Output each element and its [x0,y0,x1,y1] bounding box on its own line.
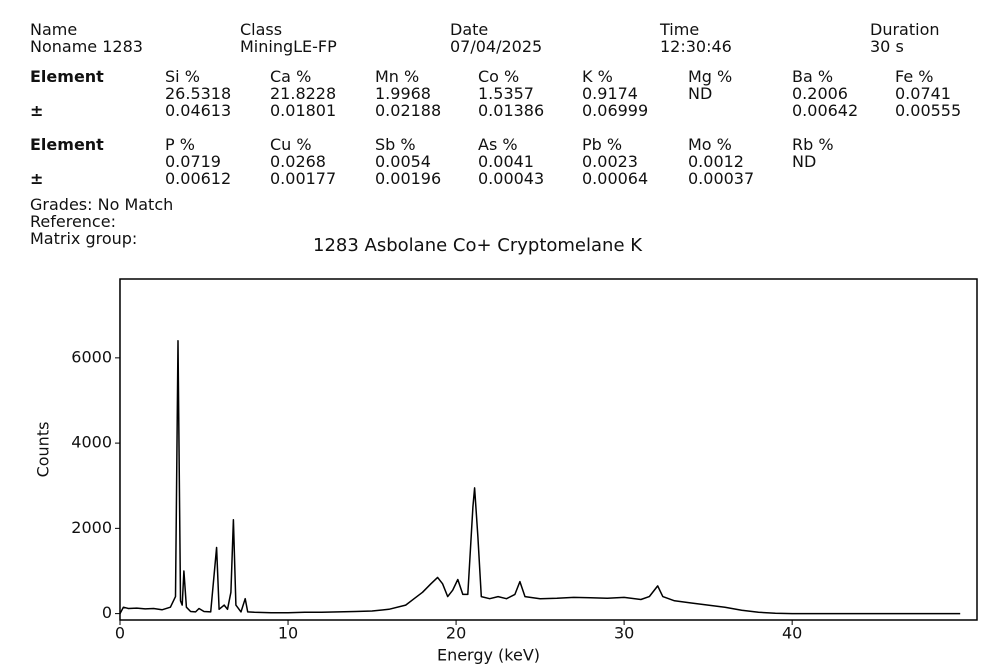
table-label: Element [30,135,104,154]
x-tick-label: 20 [446,624,466,643]
element-value: 0.0054 [375,152,431,171]
element-value: 0.0741 [895,84,951,103]
reference: Reference: [30,212,116,231]
element-value: 0.0719 [165,152,221,171]
field-label: Class [240,20,283,39]
field-label: Time [660,20,700,39]
y-tick-label: 4000 [71,433,112,452]
element-name: Ca % [270,67,312,86]
element-name: Rb % [792,135,834,154]
plot-frame [119,278,978,621]
x-tick-label: 30 [614,624,634,643]
field-label: Name [30,20,78,39]
element-value: 0.2006 [792,84,848,103]
x-axis-label: Energy (keV) [437,646,540,665]
element-value: 1.9968 [375,84,431,103]
matrix-label: Matrix group: [30,229,138,248]
element-error: 0.00043 [478,169,545,188]
element-value: 26.5318 [165,84,232,103]
element-error: 0.02188 [375,101,442,120]
y-axis-label: Counts [34,422,53,478]
error-label: ± [30,101,44,120]
field-label: Date [450,20,489,39]
element-value: 21.8228 [270,84,337,103]
table-label: Element [30,67,104,86]
element-value: ND [688,84,713,103]
spectrum-line [119,340,961,615]
field-value: MiningLE-FP [240,37,337,56]
element-error: 0.04613 [165,101,232,120]
x-tick-label: 10 [278,624,298,643]
element-error: 0.01386 [478,101,545,120]
element-value: 0.9174 [582,84,638,103]
field-value: 12:30:46 [660,37,732,56]
x-tick-label: 0 [115,624,125,643]
element-name: K % [582,67,613,86]
element-value: 0.0041 [478,152,534,171]
element-error: 0.00037 [688,169,755,188]
element-name: Mo % [688,135,732,154]
element-error: 0.00177 [270,169,337,188]
element-name: Si % [165,67,200,86]
element-error: 0.00642 [792,101,859,120]
element-name: Co % [478,67,520,86]
y-tick-label: 2000 [71,518,112,537]
element-name: As % [478,135,518,154]
element-error: 0.00196 [375,169,442,188]
element-value: ND [792,152,817,171]
field-value: 07/04/2025 [450,37,543,56]
y-tick-label: 0 [102,603,112,622]
element-name: P % [165,135,195,154]
element-error: 0.00064 [582,169,649,188]
field-value: Noname 1283 [30,37,143,56]
matrix-value: 1283 Asbolane Co+ Cryptomelane K [313,235,643,256]
element-value: 0.0023 [582,152,638,171]
element-name: Ba % [792,67,834,86]
element-error: 0.06999 [582,101,649,120]
element-name: Cu % [270,135,312,154]
element-name: Mn % [375,67,420,86]
element-value: 1.5357 [478,84,534,103]
element-name: Mg % [688,67,733,86]
element-name: Pb % [582,135,623,154]
element-error: 0.01801 [270,101,337,120]
element-value: 0.0012 [688,152,744,171]
element-error: 0.00555 [895,101,962,120]
y-tick-label: 6000 [71,347,112,366]
element-error: 0.00612 [165,169,232,188]
field-label: Duration [870,20,940,39]
grades: Grades: No Match [30,195,174,214]
element-name: Sb % [375,135,416,154]
field-value: 30 s [870,37,904,56]
error-label: ± [30,169,44,188]
x-tick-label: 40 [782,624,802,643]
element-name: Fe % [895,67,934,86]
element-value: 0.0268 [270,152,326,171]
